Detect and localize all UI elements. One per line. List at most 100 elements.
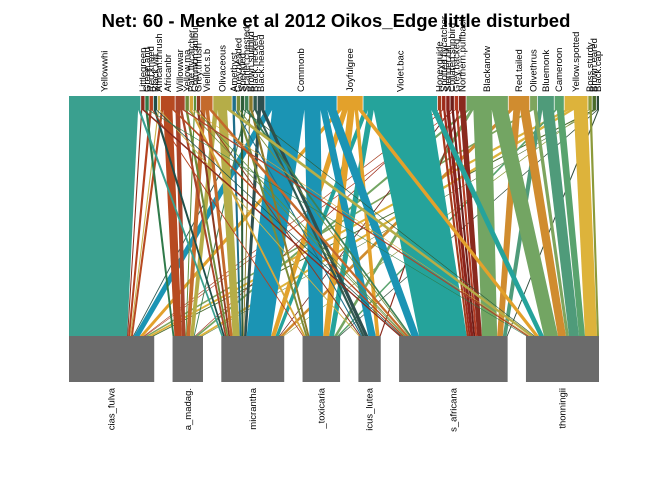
link-african-thrush-cias-fulva — [130, 110, 160, 336]
lower-bar-micrantha — [221, 336, 285, 382]
lower-label-toxicaria: _toxicaria — [316, 387, 327, 429]
lower-label-s-africana: s_africana — [448, 387, 459, 432]
higher-label-northern-puffback: Northern.puffback — [457, 16, 468, 92]
higher-bar-vieillot-s-b — [201, 96, 213, 110]
higher-label-joyfulgree: Joyfulgree — [345, 48, 356, 92]
link-grey-headed-s-africana — [238, 110, 410, 336]
higher-bar-yellowwhi — [69, 96, 141, 110]
link-scarlet-chested-s-africana — [246, 110, 412, 336]
higher-bar-scarlet-chested — [245, 96, 249, 110]
higher-bar-africanbr — [160, 96, 175, 110]
higher-label-grey-thrush: Grey.thrush — [194, 43, 205, 92]
higher-bar-joyfulgree — [337, 96, 363, 110]
link-yellow-ma-s-africana — [187, 110, 405, 336]
link-africanbr-a-madag — [163, 110, 182, 336]
higher-label-african-thrush: African.thrush — [154, 33, 165, 92]
link-commonb-s-africana — [327, 110, 420, 336]
chart-title: Net: 60 - Menke et al 2012 Oikos_Edge li… — [101, 10, 571, 31]
higher-label-boss-sturdy: Boss.sturdy — [585, 42, 596, 92]
link-blackandw-thonningii — [491, 110, 558, 336]
link-red-tailed-thonningii — [520, 110, 566, 336]
lower-label-a-madag: a_madag. — [183, 388, 194, 430]
link-grey-thrush-icus-lutea — [199, 110, 361, 336]
link-violet-bac-s-africana — [373, 110, 467, 336]
higher-bar-speckled — [240, 96, 245, 110]
lower-bar-a-madag — [172, 336, 203, 382]
higher-label-pale-flycatcher: Pale.flycatcher — [186, 30, 197, 92]
interaction-links — [69, 110, 599, 336]
higher-bar-yellow-spotted — [564, 96, 588, 110]
higher-bar-black-headed — [257, 96, 265, 110]
higher-label-yellow-spotted: Yellow.spotted — [571, 32, 582, 92]
higher-bar-red-kneed — [149, 96, 153, 110]
higher-label-honeyguide: Honeyguide — [435, 41, 446, 92]
higher-label-commonb: Commonb — [296, 48, 307, 92]
link-vieillot-s-b-s-africana — [209, 110, 409, 336]
link-spotted-flycatcher-s-africana — [443, 110, 471, 336]
higher-bar-olivethrus — [530, 96, 538, 110]
higher-bar-commonb — [265, 96, 337, 110]
link-olivethrus-thonningii — [533, 110, 569, 336]
link-joyfulgree-toxicaria — [323, 110, 355, 336]
higher-label-bluemonk: Bluemonk — [541, 50, 552, 92]
link-black-wh-s-africana — [155, 110, 402, 336]
higher-bar-african-thrush — [157, 96, 161, 110]
link-bluemonk-thonningii — [542, 110, 579, 336]
higher-label-grey-backed: Grey.backed — [451, 39, 462, 92]
link-black-wh-micrantha — [153, 110, 225, 336]
link-commonb-icus-lutea — [320, 110, 376, 336]
higher-bar-amethyst — [232, 96, 236, 110]
higher-bar-collared-sunbird — [450, 96, 454, 110]
link-amethyst-icus-lutea — [234, 110, 363, 336]
link-yellowwhi-micrantha — [138, 110, 224, 336]
link-african-thrush-icus-lutea — [159, 110, 360, 336]
link-willowwar-thonningii — [182, 110, 529, 336]
higher-label-spotted-flycatcher: Spotted.flycatcher — [439, 16, 450, 92]
higher-bar-cameroon — [554, 96, 564, 110]
link-yellow-spotted-thonningii — [573, 110, 597, 336]
higher-label-vieillot-s-b: Vieillot.s.b — [202, 49, 213, 92]
link-grey-thrush-micrantha — [196, 110, 231, 336]
link-yellow-ma-micrantha — [185, 110, 229, 336]
higher-label-blackandw: Blackandw — [482, 46, 493, 92]
higher-bar-olivaceous — [213, 96, 232, 110]
higher-label-collared-sunbird: Collared.sunbird — [447, 23, 458, 92]
higher-label-africanbr: Africanbr — [163, 54, 174, 92]
link-pale-flycatcher-thonningii — [191, 110, 530, 336]
higher-label-scarlet-chested: Scarlet.chested — [242, 27, 253, 92]
higher-bar-littlegreen — [141, 96, 145, 110]
link-boss-sturdy-thonningii — [589, 110, 599, 336]
higher-label-cameroon: Cameroon — [554, 48, 565, 92]
link-littlegreen-s-africana — [142, 110, 401, 336]
higher-label-violet-bac: Violet.bac — [395, 50, 406, 92]
higher-bar-spotted-flycatcher — [442, 96, 446, 110]
lower-level-labels: cias_fulva a_madag. micrantha _toxicaria icu… — [107, 387, 569, 432]
lower-level-bars — [69, 336, 599, 382]
higher-label-yellow-ma: Yellow.ma — [182, 49, 193, 92]
link-pale-flycatcher-toxicaria — [189, 110, 306, 336]
link-olivaceous-micrantha — [217, 110, 240, 336]
higher-label-olivethrus: Olivethrus — [529, 49, 540, 92]
higher-bar-grey-headed — [236, 96, 241, 110]
lower-label-cias-fulva: cias_fulva — [107, 387, 118, 430]
lower-label-icus-lutea: icus_lutea — [365, 387, 376, 430]
link-green-and-a-madag — [145, 110, 175, 336]
link-yellowwhi-cias-fulva — [69, 110, 139, 336]
higher-bar-pale-flycatcher — [189, 96, 194, 110]
link-olivaceous-thonningii — [227, 110, 534, 336]
lower-bar-cias-fulva — [69, 336, 155, 382]
higher-label-green-and: Green.and — [142, 47, 153, 92]
higher-bar-black-necked — [253, 96, 257, 110]
link-africanbr-s-africana — [172, 110, 404, 336]
higher-bar-honeyguide — [437, 96, 442, 110]
higher-bar-black-wh — [153, 96, 158, 110]
link-common-bulbul-s-africana — [194, 110, 406, 336]
higher-bar-bluemonk — [537, 96, 554, 110]
higher-bar-yellow-ma — [185, 96, 189, 110]
higher-label-brown-sunbird: Brown.sunbird — [246, 31, 257, 92]
higher-label-black-cap: Black.cap — [593, 51, 604, 92]
higher-bar-willowwar — [175, 96, 185, 110]
higher-bar-boss-sturdy — [588, 96, 592, 110]
higher-bar-grey-backed — [454, 96, 459, 110]
higher-bar-green-and — [145, 96, 149, 110]
